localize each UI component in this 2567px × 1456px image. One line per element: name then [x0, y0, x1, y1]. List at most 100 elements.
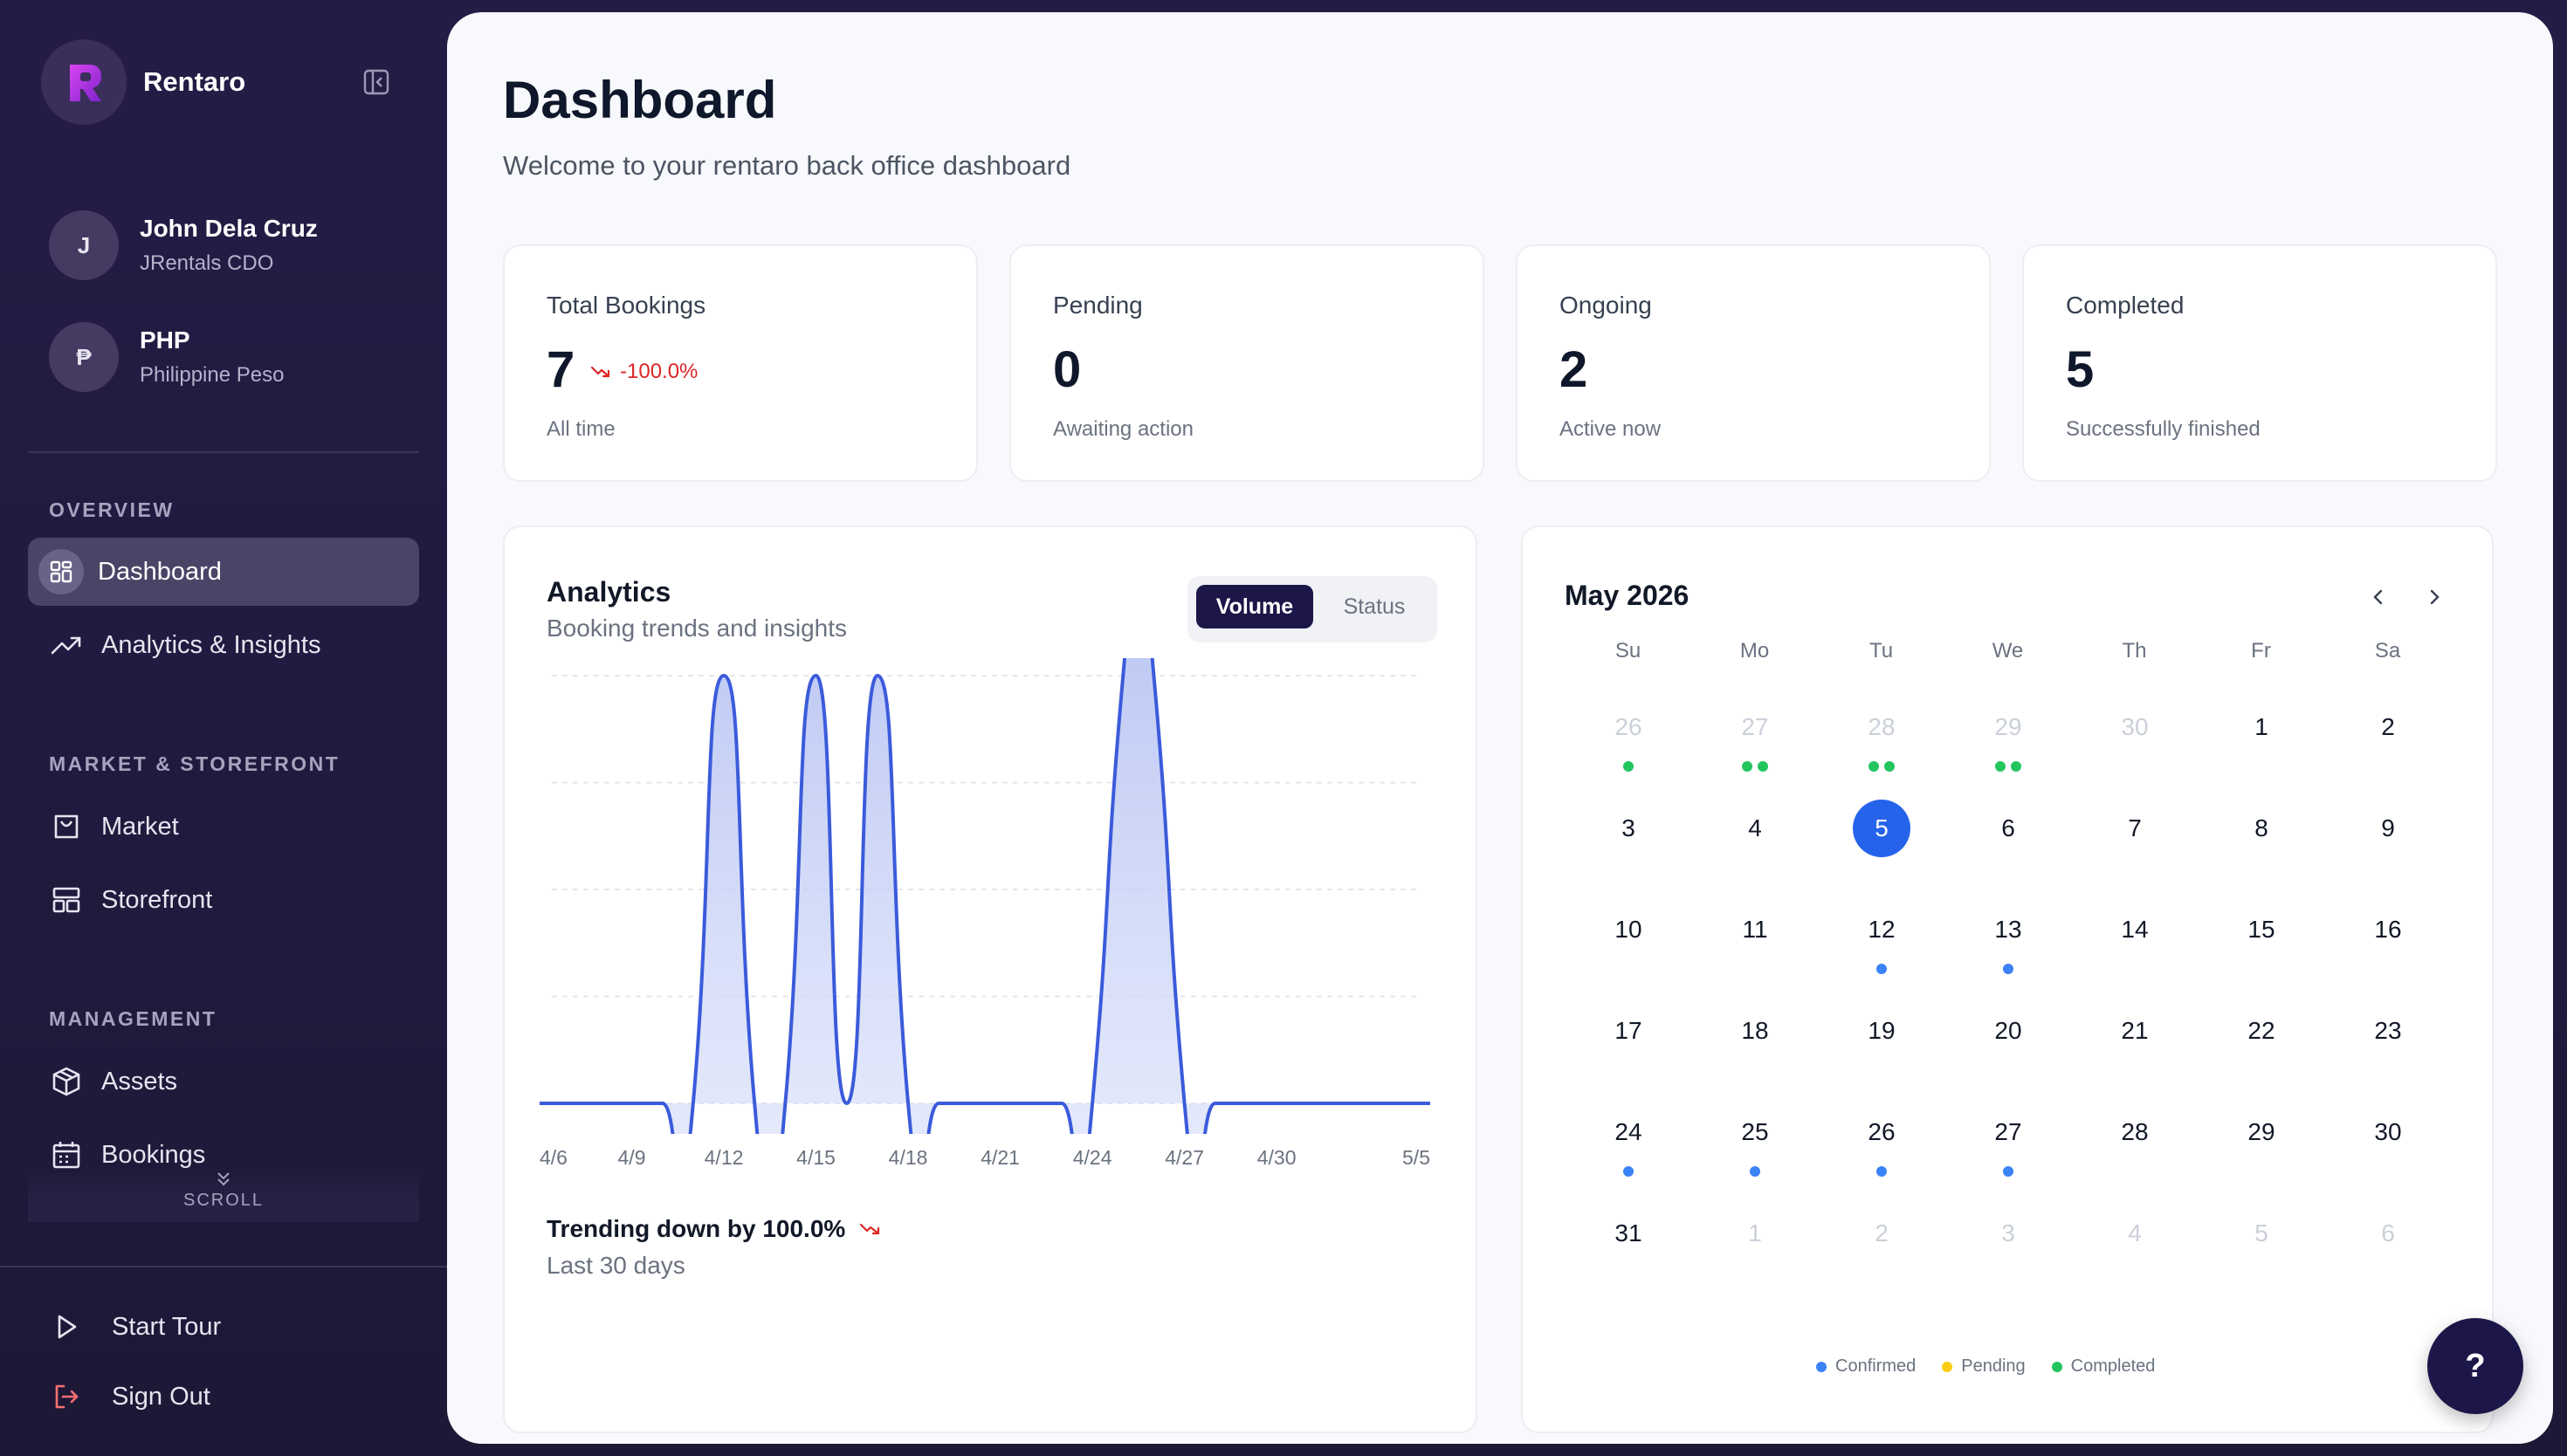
collapse-sidebar-icon[interactable]	[360, 65, 393, 99]
calendar-day[interactable]: 17	[1565, 978, 1691, 1079]
chart-mode-toggle: Volume Status	[1187, 576, 1437, 642]
calendar-week-row: 10 11 12 13 14 15 16	[1565, 876, 2452, 978]
trend-value: -100.0%	[620, 360, 699, 383]
trend-down-icon	[860, 1223, 880, 1235]
day-number: 5	[1853, 800, 1910, 857]
calendar-day[interactable]: 4	[2071, 1180, 2198, 1281]
sidebar-divider	[28, 451, 419, 453]
sidebar-item-analytics[interactable]: Analytics & Insights	[28, 611, 419, 679]
day-number: 31	[1614, 1219, 1642, 1247]
user-avatar: J	[49, 210, 119, 280]
stat-value: 0	[1053, 341, 1082, 398]
legend-item-pending: Pending	[1942, 1356, 2026, 1377]
calendar-day[interactable]: 26	[1565, 674, 1691, 775]
calendar-day[interactable]: 26	[1818, 1079, 1944, 1180]
calendar-day[interactable]: 21	[2071, 978, 2198, 1079]
calendar-day[interactable]: 10	[1565, 876, 1691, 978]
calendar-day[interactable]: 8	[2198, 775, 2324, 876]
chevron-down-icon	[28, 1170, 419, 1191]
calendar-legend: Confirmed Pending Completed	[1816, 1356, 2155, 1377]
user-profile[interactable]: J John Dela Cruz JRentals CDO	[49, 210, 318, 280]
calendar-day[interactable]: 15	[2198, 876, 2324, 978]
currency-code: PHP	[140, 326, 190, 354]
weekday-label: Su	[1614, 639, 1641, 663]
sidebar-item-label: Dashboard	[98, 557, 222, 586]
calendar-day[interactable]: 20	[1944, 978, 2071, 1079]
sidebar-item-dashboard[interactable]: Dashboard	[28, 538, 419, 606]
calendar-day[interactable]: 25	[1691, 1079, 1818, 1180]
calendar-day[interactable]: 16	[2324, 876, 2451, 978]
calendar-day[interactable]: 11	[1691, 876, 1818, 978]
calendar-day[interactable]: 27	[1944, 1079, 2071, 1180]
calendar-day[interactable]: 6	[2324, 1180, 2451, 1281]
booking-dot-completed	[1868, 761, 1879, 772]
sidebar-item-storefront[interactable]: Storefront	[28, 866, 419, 934]
booking-dot-confirmed	[1875, 1166, 1887, 1177]
calendar-day[interactable]: 29	[1944, 674, 2071, 775]
calendar-day-today[interactable]: 5	[1818, 775, 1944, 876]
day-number: 18	[1741, 1017, 1769, 1044]
day-number: 1	[1748, 1219, 1762, 1247]
calendar-day[interactable]: 27	[1691, 674, 1818, 775]
calendar-day[interactable]: 14	[2071, 876, 2198, 978]
calendar-day[interactable]: 30	[2324, 1079, 2451, 1180]
day-number: 19	[1868, 1017, 1896, 1044]
day-number: 3	[2001, 1219, 2015, 1247]
calendar-day[interactable]: 22	[2198, 978, 2324, 1079]
calendar-day[interactable]: 9	[2324, 775, 2451, 876]
calendar-day[interactable]: 28	[2071, 1079, 2198, 1180]
scroll-hint[interactable]: SCROLL	[28, 1170, 419, 1222]
calendar-day[interactable]: 24	[1565, 1079, 1691, 1180]
x-tick-label: 4/18	[889, 1146, 928, 1169]
calendar-week-row: 17 18 19 20 21 22 23	[1565, 978, 2452, 1079]
calendar-day[interactable]: 28	[1818, 674, 1944, 775]
brand[interactable]: Rentaro	[41, 39, 245, 125]
day-number: 27	[1994, 1118, 2022, 1145]
toggle-volume[interactable]: Volume	[1196, 585, 1313, 628]
stat-value: 7	[547, 341, 575, 398]
calendar-day[interactable]: 18	[1691, 978, 1818, 1079]
currency-selector[interactable]: ₱ PHP Philippine Peso	[49, 322, 284, 392]
stat-sub: Successfully finished	[2066, 417, 2261, 441]
calendar-day[interactable]: 31	[1565, 1180, 1691, 1281]
calendar-day[interactable]: 2	[2324, 674, 2451, 775]
calendar-day[interactable]: 23	[2324, 978, 2451, 1079]
grid-icon	[38, 549, 84, 594]
calendar-day[interactable]: 13	[1944, 876, 2071, 978]
calendar-day[interactable]: 3	[1944, 1180, 2071, 1281]
start-tour-button[interactable]: Start Tour	[49, 1309, 221, 1344]
chevron-right-icon[interactable]	[2417, 580, 2452, 615]
toggle-status[interactable]: Status	[1343, 594, 1406, 619]
layout-icon	[49, 883, 84, 917]
calendar-panel: May 2026 Su Mo Tu We Th Fr Sa 26 27 28 29 30 1 2 3 4 5 6…	[1521, 525, 2494, 1433]
calendar-day[interactable]: 3	[1565, 775, 1691, 876]
calendar-day[interactable]: 7	[2071, 775, 2198, 876]
sidebar-item-assets[interactable]: Assets	[28, 1047, 419, 1116]
stat-sub: All time	[547, 417, 616, 441]
calendar-day[interactable]: 29	[2198, 1079, 2324, 1180]
currency-name: Philippine Peso	[140, 363, 285, 387]
sidebar-bottom-divider	[0, 1266, 447, 1267]
day-number: 27	[1741, 713, 1769, 740]
calendar-day[interactable]: 6	[1944, 775, 2071, 876]
booking-dots	[1944, 761, 2071, 772]
sidebar-item-market[interactable]: Market	[28, 793, 419, 861]
sidebar-item-bookings[interactable]: Bookings	[28, 1121, 419, 1189]
calendar-day[interactable]: 19	[1818, 978, 1944, 1079]
calendar-day[interactable]: 30	[2071, 674, 2198, 775]
stat-value: 2	[1559, 341, 1588, 398]
calendar-day[interactable]: 12	[1818, 876, 1944, 978]
sign-out-button[interactable]: Sign Out	[49, 1379, 210, 1414]
stat-label: Ongoing	[1559, 292, 1652, 319]
calendar-day[interactable]: 2	[1818, 1180, 1944, 1281]
calendar-day[interactable]: 1	[2198, 674, 2324, 775]
help-button[interactable]: ?	[2427, 1318, 2523, 1414]
calendar-day[interactable]: 4	[1691, 775, 1818, 876]
day-number: 26	[1614, 713, 1642, 740]
calendar-day[interactable]: 1	[1691, 1180, 1818, 1281]
booking-dot-completed	[2010, 761, 2021, 772]
chevron-left-icon[interactable]	[2361, 580, 2396, 615]
calendar-day[interactable]: 5	[2198, 1180, 2324, 1281]
currency-avatar: ₱	[49, 322, 119, 392]
calendar-icon	[49, 1137, 84, 1172]
